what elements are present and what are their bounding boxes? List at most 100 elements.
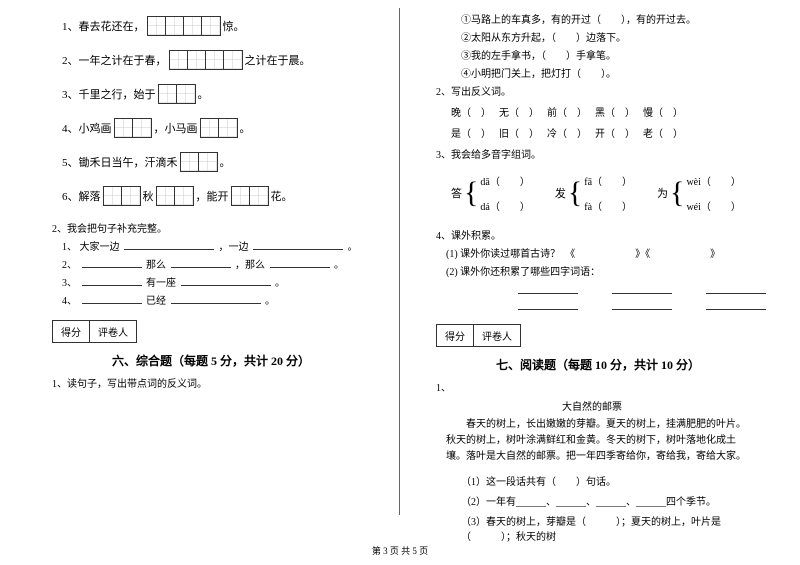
end: 。 xyxy=(265,296,275,307)
blank[interactable] xyxy=(82,292,142,304)
word: 慢 xyxy=(643,108,653,119)
grid-box[interactable] xyxy=(147,16,221,36)
score-label: 得分 xyxy=(53,321,90,342)
blank[interactable] xyxy=(612,298,672,310)
paren[interactable]: （ ） xyxy=(461,108,491,119)
num: 3、 xyxy=(62,278,77,289)
grid-box[interactable] xyxy=(114,118,152,138)
reading-q2: （2）一年有______、______、______、______四个季节。 xyxy=(461,493,768,508)
item-pre: 锄禾日当午，汗滴禾 xyxy=(79,154,178,170)
item-num: 3、 xyxy=(62,86,79,102)
grid-box[interactable] xyxy=(158,84,196,104)
char: 发 xyxy=(555,185,566,201)
paren[interactable]: （ ） xyxy=(509,108,539,119)
paren[interactable]: （ ） xyxy=(605,108,635,119)
word: 无 xyxy=(499,108,509,119)
q3-title: 3、我会给多音字组词。 xyxy=(436,146,768,161)
item-num: 2、 xyxy=(62,52,79,68)
page-container: 1、 春去花还在， 惊。 2、 一年之计在于春， 之计在于晨。 3、 千里之行，… xyxy=(0,0,800,540)
fill-lines xyxy=(516,282,768,294)
pinyin-bot[interactable]: dá（ ） xyxy=(480,198,529,213)
word: 老 xyxy=(643,129,653,140)
pinyin-top[interactable]: fā（ ） xyxy=(584,173,632,188)
q6-1: 1、读句子，写出带点词的反义词。 xyxy=(52,375,383,390)
paren[interactable]: （ ） xyxy=(557,129,587,140)
q4-title: 4、课外积累。 xyxy=(436,227,768,242)
right-column: ①马路上的车真多，有的开过（ ），有的开过去。 ②太阳从东方升起，（ ）边落下。… xyxy=(404,8,780,515)
item-post: 。 xyxy=(198,86,209,102)
end: 。 xyxy=(275,278,285,289)
blank[interactable] xyxy=(612,282,672,294)
item-pre: 小鸡画 xyxy=(79,120,112,136)
pinyin-top[interactable]: wèi（ ） xyxy=(686,173,740,188)
pinyin-bot[interactable]: wéi（ ） xyxy=(686,198,740,213)
item-post: 之计在于晨。 xyxy=(245,52,311,68)
num: 4、 xyxy=(62,296,77,307)
mid: 有一座 xyxy=(146,278,176,289)
blank[interactable] xyxy=(253,238,343,250)
left-column: 1、 春去花还在， 惊。 2、 一年之计在于春， 之计在于晨。 3、 千里之行，… xyxy=(20,8,395,515)
pinyin-bot[interactable]: fà（ ） xyxy=(584,198,632,213)
fill-item-3: 3、 千里之行，始于 。 xyxy=(62,84,383,104)
pinyin-group: 答 { dā（ ） dá（ ） 发 { fā（ ） fà（ ） 为 { xyxy=(451,173,768,213)
antonym-row-2: 是（ ） 旧（ ） 冷（ ） 开（ ） 老（ ） xyxy=(451,125,768,140)
blank[interactable] xyxy=(82,274,142,286)
section-6-title: 六、综合题（每题 5 分，共计 20 分） xyxy=(112,352,383,369)
fill-item-4: 4、 小鸡画 ，小马画 。 xyxy=(62,118,383,138)
antonym-row-1: 晚（ ） 无（ ） 前（ ） 黑（ ） 慢（ ） xyxy=(451,104,768,119)
blank[interactable] xyxy=(706,282,766,294)
pinyin-item: 答 { dā（ ） dá（ ） xyxy=(451,173,530,213)
q4-item-2: (2) 课外你还积累了哪些四字词语： xyxy=(446,263,768,278)
blank[interactable] xyxy=(82,256,142,268)
blank[interactable] xyxy=(706,298,766,310)
item-post: 。 xyxy=(240,120,251,136)
q2-title: 2、写出反义词。 xyxy=(436,83,768,98)
complete-1: 1、 大家一边 ，一边 。 xyxy=(62,238,383,253)
item-mid2: ，能开 xyxy=(196,188,229,204)
section-7-title: 七、阅读题（每题 10 分，共计 10 分） xyxy=(496,356,768,373)
word: 黑 xyxy=(595,108,605,119)
paren[interactable]: （ ） xyxy=(653,129,683,140)
pinyin-top[interactable]: dā（ ） xyxy=(480,173,529,188)
item-num: 1、 xyxy=(62,18,79,34)
word: 旧 xyxy=(499,129,509,140)
fill-item-1: 1、 春去花还在， 惊。 xyxy=(62,16,383,36)
blank[interactable] xyxy=(518,298,578,310)
grid-box[interactable] xyxy=(231,186,269,206)
pinyin-item: 发 { fā（ ） fà（ ） xyxy=(555,173,632,213)
blank[interactable] xyxy=(518,282,578,294)
paren[interactable]: （ ） xyxy=(605,129,635,140)
word: 是 xyxy=(451,129,461,140)
word: 冷 xyxy=(547,129,557,140)
item-pre: 一年之计在于春， xyxy=(79,52,167,68)
score-label: 得分 xyxy=(437,325,474,346)
grid-box[interactable] xyxy=(200,118,238,138)
blank[interactable] xyxy=(270,256,330,268)
complete-4: 4、 已经 。 xyxy=(62,292,383,307)
word: 晚 xyxy=(451,108,461,119)
num: 1、 xyxy=(62,242,77,253)
item-num: 4、 xyxy=(62,120,79,136)
grid-box[interactable] xyxy=(156,186,194,206)
reading-q1: （1）这一段话共有（ ）句话。 xyxy=(461,473,768,488)
mid2: ，那么 xyxy=(235,260,265,271)
grid-box[interactable] xyxy=(103,186,141,206)
reading-text: 春天的树上，长出嫩嫩的芽瓣。夏天的树上，挂满肥肥的叶片。秋天的树上，树叶涂满鲜红… xyxy=(446,417,748,465)
blank[interactable] xyxy=(124,238,214,250)
grid-box[interactable] xyxy=(169,50,243,70)
paren[interactable]: （ ） xyxy=(557,108,587,119)
brace-icon: { xyxy=(670,178,684,208)
blank[interactable] xyxy=(171,256,231,268)
blank[interactable] xyxy=(181,274,271,286)
q7-1: 1、 xyxy=(436,379,768,394)
paren[interactable]: （ ） xyxy=(509,129,539,140)
item-mid: ，小马画 xyxy=(154,120,198,136)
paren[interactable]: （ ） xyxy=(461,129,491,140)
mid: ，一边 xyxy=(219,242,249,253)
item-pre: 解落 xyxy=(79,188,101,204)
blank[interactable] xyxy=(171,292,261,304)
mid: 已经 xyxy=(146,296,166,307)
grid-box[interactable] xyxy=(180,152,218,172)
paren[interactable]: （ ） xyxy=(653,108,683,119)
char: 为 xyxy=(657,185,668,201)
